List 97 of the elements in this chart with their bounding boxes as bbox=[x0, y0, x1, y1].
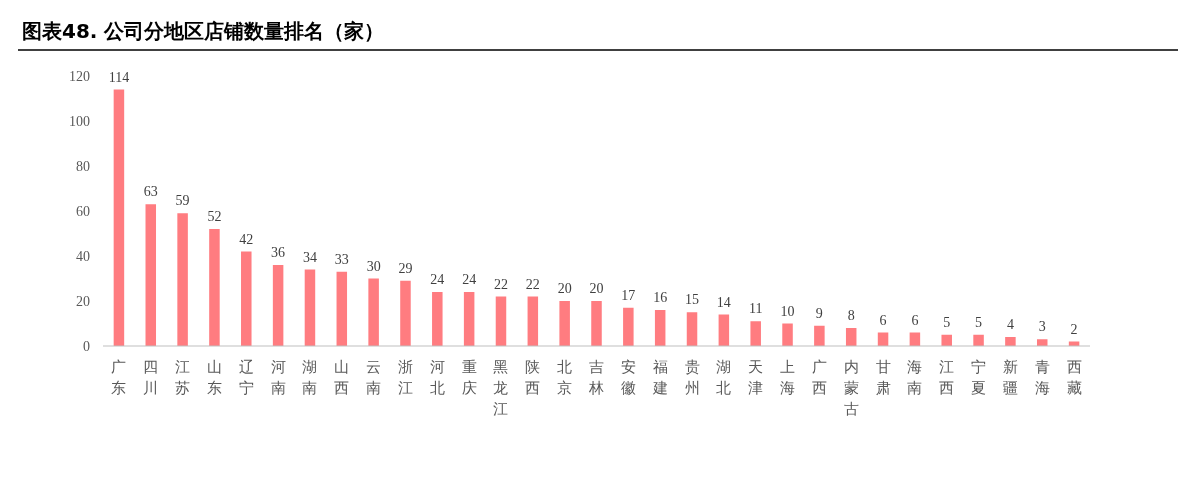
x-tick-label: 青海 bbox=[1034, 358, 1050, 397]
y-tick-label: 0 bbox=[83, 339, 90, 354]
data-label: 20 bbox=[557, 281, 572, 296]
x-tick-label: 云南 bbox=[366, 358, 382, 397]
data-label: 5 bbox=[943, 314, 951, 330]
bar bbox=[814, 325, 825, 346]
data-label: 30 bbox=[366, 258, 381, 274]
data-label: 22 bbox=[525, 276, 540, 292]
data-label: 3 bbox=[1038, 319, 1046, 335]
data-label: 24 bbox=[430, 272, 445, 287]
data-label: 114 bbox=[108, 69, 130, 85]
x-tick-label: 河北 bbox=[429, 358, 445, 397]
x-tick-label: 江西 bbox=[939, 358, 955, 397]
bar bbox=[432, 292, 443, 346]
bar bbox=[304, 269, 316, 346]
data-label: 5 bbox=[975, 314, 983, 330]
data-label: 14 bbox=[716, 294, 731, 310]
y-tick-label: 60 bbox=[76, 204, 90, 219]
bar bbox=[463, 292, 475, 346]
bar bbox=[718, 314, 730, 346]
bar bbox=[591, 301, 602, 346]
x-tick-label: 安徽 bbox=[620, 358, 636, 397]
y-tick-label: 120 bbox=[69, 69, 90, 84]
x-tick-label: 北京 bbox=[557, 358, 573, 397]
data-label: 15 bbox=[685, 292, 700, 308]
x-tick-label: 辽宁 bbox=[238, 358, 254, 397]
x-tick-label: 山东 bbox=[206, 358, 222, 397]
x-tick-label: 宁夏 bbox=[971, 358, 987, 397]
x-tick-label: 江苏 bbox=[175, 358, 191, 397]
x-tick-label: 西藏 bbox=[1066, 358, 1082, 397]
bar bbox=[623, 307, 634, 346]
bar bbox=[113, 89, 125, 346]
data-label: 8 bbox=[847, 308, 855, 323]
data-label: 17 bbox=[621, 287, 636, 303]
bar bbox=[654, 310, 666, 346]
bar bbox=[527, 296, 539, 346]
data-label: 6 bbox=[911, 312, 919, 328]
data-label: 4 bbox=[1006, 317, 1014, 332]
x-tick-label: 陕西 bbox=[525, 358, 541, 397]
bar bbox=[336, 271, 348, 346]
x-tick-label: 吉林 bbox=[588, 358, 604, 397]
y-tick-label: 100 bbox=[69, 114, 90, 129]
x-tick-label: 湖南 bbox=[302, 358, 318, 397]
chart-title: 图表48. 公司分地区店铺数量排名（家） bbox=[22, 19, 385, 43]
data-label: 36 bbox=[271, 245, 286, 260]
bar bbox=[368, 278, 379, 346]
x-tick-label: 山西 bbox=[334, 358, 350, 397]
x-tick-label: 新疆 bbox=[1002, 358, 1018, 397]
x-tick-label: 重庆 bbox=[461, 358, 477, 397]
data-label: 22 bbox=[493, 276, 508, 292]
bar bbox=[495, 296, 507, 346]
bar bbox=[973, 334, 984, 346]
data-label: 29 bbox=[398, 260, 413, 276]
bar bbox=[1005, 337, 1016, 346]
x-tick-label: 甘肃 bbox=[875, 358, 891, 397]
x-tick-label: 湖北 bbox=[716, 358, 732, 397]
x-tick-label: 内蒙古 bbox=[843, 358, 859, 418]
y-tick-label: 40 bbox=[76, 249, 90, 264]
x-tick-label: 海南 bbox=[907, 358, 923, 397]
data-label: 42 bbox=[239, 231, 254, 247]
data-label: 63 bbox=[143, 184, 158, 200]
bar bbox=[209, 229, 220, 346]
x-tick-label: 黑龙江 bbox=[493, 358, 509, 418]
bar bbox=[941, 334, 952, 346]
x-tick-label: 四川 bbox=[143, 358, 159, 397]
data-label: 11 bbox=[748, 301, 763, 317]
x-tick-label: 福建 bbox=[651, 358, 668, 397]
data-label: 2 bbox=[1070, 321, 1078, 337]
bar bbox=[241, 251, 252, 346]
data-label: 59 bbox=[175, 193, 190, 209]
data-label: 34 bbox=[302, 249, 317, 265]
y-tick-label: 20 bbox=[76, 294, 90, 309]
data-label: 20 bbox=[589, 281, 604, 296]
data-label: 16 bbox=[653, 290, 668, 305]
data-label: 9 bbox=[815, 305, 823, 321]
x-tick-label: 浙江 bbox=[397, 358, 413, 397]
bar bbox=[845, 328, 857, 346]
data-label: 6 bbox=[879, 312, 887, 328]
bar bbox=[400, 280, 411, 346]
data-label: 52 bbox=[207, 209, 222, 224]
x-tick-label: 贵州 bbox=[684, 358, 700, 397]
bar bbox=[272, 265, 284, 346]
x-tick-label: 河南 bbox=[270, 358, 286, 397]
data-label: 24 bbox=[462, 272, 477, 287]
x-tick-label: 天津 bbox=[748, 358, 764, 397]
y-tick-label: 80 bbox=[76, 159, 90, 174]
bar bbox=[686, 312, 698, 346]
bar bbox=[750, 321, 761, 346]
data-label: 10 bbox=[780, 303, 795, 319]
x-tick-label: 广西 bbox=[811, 358, 827, 397]
data-label: 33 bbox=[334, 251, 349, 267]
bar bbox=[145, 204, 157, 346]
bar bbox=[559, 301, 570, 346]
bar bbox=[177, 213, 188, 346]
x-tick-label: 广东 bbox=[111, 358, 127, 397]
x-tick-label: 上海 bbox=[780, 358, 796, 397]
bar bbox=[782, 323, 793, 346]
